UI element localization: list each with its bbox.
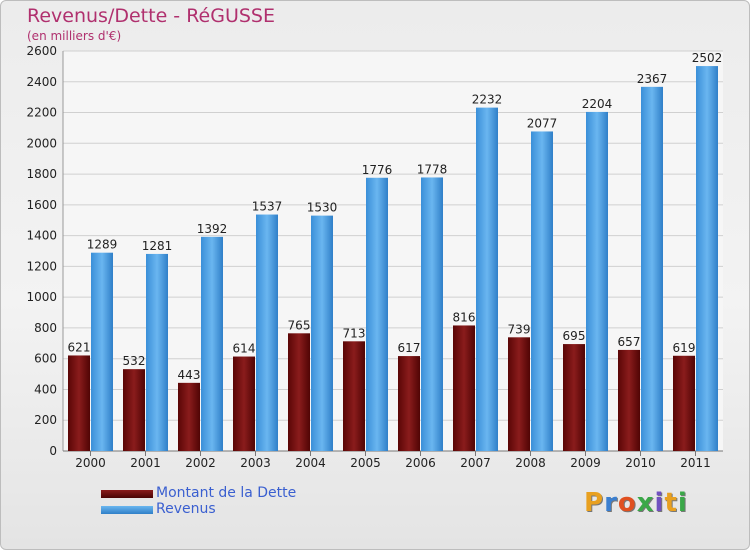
bar-revenus bbox=[641, 86, 663, 451]
x-tick-label: 2009 bbox=[570, 456, 601, 470]
x-tick-label: 2000 bbox=[75, 456, 106, 470]
y-tick-label: 2400 bbox=[26, 75, 57, 89]
bar-dette bbox=[618, 349, 640, 451]
y-tick-label: 1200 bbox=[26, 259, 57, 273]
data-label-revenus: 1392 bbox=[197, 222, 228, 236]
data-label-dette: 614 bbox=[233, 342, 256, 356]
data-label-dette: 617 bbox=[398, 341, 421, 355]
bar-dette bbox=[233, 356, 255, 451]
legend-label-dette: Montant de la Dette bbox=[156, 485, 297, 501]
data-label-revenus: 1778 bbox=[417, 162, 448, 176]
brand-letter: t bbox=[664, 488, 678, 518]
bar-dette bbox=[508, 337, 530, 451]
bar-dette bbox=[178, 382, 200, 451]
bar-dette bbox=[288, 333, 310, 451]
brand-logo: Proxiti bbox=[584, 488, 688, 518]
data-label-revenus: 2232 bbox=[472, 93, 503, 107]
x-tick-label: 2001 bbox=[130, 456, 161, 470]
x-tick-label: 2008 bbox=[515, 456, 546, 470]
y-tick-label: 200 bbox=[34, 413, 57, 427]
bar-dette bbox=[123, 369, 145, 451]
data-label-dette: 816 bbox=[453, 310, 476, 324]
data-label-dette: 695 bbox=[563, 329, 586, 343]
bar-revenus bbox=[586, 111, 608, 451]
y-tick-label: 1600 bbox=[26, 198, 57, 212]
x-tick-label: 2004 bbox=[295, 456, 326, 470]
bar-dette bbox=[563, 344, 585, 451]
brand-letter: o bbox=[617, 488, 637, 518]
legend-swatch-dette bbox=[101, 490, 153, 498]
bar-revenus bbox=[201, 236, 223, 451]
y-tick-label: 1000 bbox=[26, 290, 57, 304]
data-label-dette: 739 bbox=[508, 322, 531, 336]
x-tick-label: 2006 bbox=[405, 456, 436, 470]
bar-dette bbox=[673, 355, 695, 451]
data-label-dette: 619 bbox=[673, 341, 696, 355]
data-label-dette: 657 bbox=[618, 335, 641, 349]
x-tick-label: 2010 bbox=[625, 456, 656, 470]
bar-dette bbox=[68, 355, 90, 451]
x-tick-label: 2003 bbox=[240, 456, 271, 470]
bar-revenus bbox=[531, 131, 553, 451]
data-label-revenus: 2204 bbox=[582, 97, 613, 111]
x-tick-label: 2007 bbox=[460, 456, 491, 470]
chart-subtitle: (en milliers d'€) bbox=[27, 29, 122, 43]
y-tick-label: 600 bbox=[34, 352, 57, 366]
bar-chart: 0 200 400 600 800 1000 1200 1400 1600 1800 2000 220… bbox=[26, 44, 723, 470]
bar-dette bbox=[398, 356, 420, 451]
legend-swatch-revenus bbox=[101, 506, 153, 514]
data-label-revenus: 1776 bbox=[362, 163, 393, 177]
x-tick-label: 2005 bbox=[350, 456, 381, 470]
data-label-revenus: 1537 bbox=[252, 200, 283, 214]
bar-revenus bbox=[476, 107, 498, 451]
data-label-dette: 765 bbox=[288, 318, 311, 332]
bar-dette bbox=[453, 325, 475, 451]
brand-letter: x bbox=[636, 488, 655, 518]
chart-title: Revenus/Dette - RéGUSSE bbox=[27, 5, 275, 27]
data-label-dette: 532 bbox=[123, 354, 146, 368]
y-tick-label: 1400 bbox=[26, 229, 57, 243]
brand-letter: r bbox=[604, 488, 618, 518]
x-tick-label: 2011 bbox=[680, 456, 711, 470]
data-label-dette: 621 bbox=[68, 340, 91, 354]
y-tick-label: 2200 bbox=[26, 106, 57, 120]
bar-revenus bbox=[366, 177, 388, 451]
brand-letter: i bbox=[654, 488, 665, 518]
brand-letter: i bbox=[677, 488, 688, 518]
data-label-revenus: 1530 bbox=[307, 201, 338, 215]
y-tick-label: 2600 bbox=[26, 44, 57, 58]
legend-label-revenus: Revenus bbox=[156, 501, 216, 517]
y-tick-label: 800 bbox=[34, 321, 57, 335]
x-tick-label: 2002 bbox=[185, 456, 216, 470]
data-label-revenus: 2077 bbox=[527, 116, 558, 130]
y-tick-label: 2000 bbox=[26, 136, 57, 150]
data-label-revenus: 1281 bbox=[142, 239, 173, 253]
bar-revenus bbox=[91, 252, 113, 451]
data-label-revenus: 2502 bbox=[692, 51, 723, 65]
bar-revenus bbox=[146, 253, 168, 451]
bar-revenus bbox=[696, 66, 718, 452]
y-tick-label: 400 bbox=[34, 382, 57, 396]
data-label-revenus: 1289 bbox=[87, 238, 118, 252]
plot-area bbox=[63, 51, 723, 451]
data-label-revenus: 2367 bbox=[637, 72, 668, 86]
y-tick-label: 0 bbox=[49, 444, 57, 458]
data-label-dette: 713 bbox=[343, 326, 366, 340]
bar-revenus bbox=[311, 215, 333, 451]
data-label-dette: 443 bbox=[178, 368, 201, 382]
y-tick-label: 1800 bbox=[26, 167, 57, 181]
brand-letter: P bbox=[584, 488, 605, 518]
bar-revenus bbox=[421, 177, 443, 451]
bar-revenus bbox=[256, 214, 278, 451]
bar-dette bbox=[343, 341, 365, 451]
